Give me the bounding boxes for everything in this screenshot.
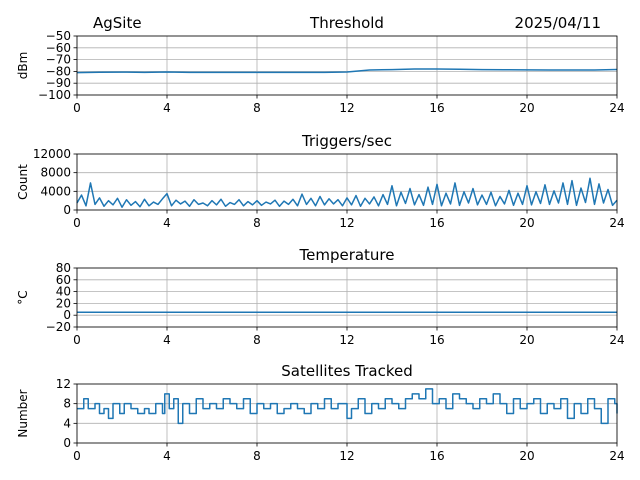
threshold-x-tick-label: 8 [253,101,261,115]
temperature-x-tick-label: 0 [73,333,81,347]
triggers-y-tick-label: 12000 [33,147,71,161]
triggers-x-tick-label: 4 [163,216,171,230]
triggers-title: Triggers/sec [301,132,392,150]
temperature-x-tick-label: 4 [163,333,171,347]
triggers-y-axis-label: Count [16,164,30,200]
threshold-y-tick-label: −100 [38,88,71,102]
triggers-x-tick-label: 0 [73,216,81,230]
triggers-y-tick-label: 0 [63,203,71,217]
satellites-title: Satellites Tracked [281,362,412,380]
triggers-panel: 0 4 8 12 16 20 24 0 4000 8000 12000 Triggers/sec Cou… [16,132,625,230]
threshold-x-tick-label: 16 [429,101,444,115]
satellites-y-tick-label: 12 [56,377,71,391]
temperature-y-tick-label: −20 [46,320,71,334]
satellites-y-tick-label: 0 [63,436,71,450]
threshold-y-tick-label: −70 [46,53,71,67]
temperature-y-tick-label: 80 [56,261,71,275]
threshold-series-line [76,68,618,74]
chart-panels: 0 4 8 12 16 20 24 −100−90−80−70−60−50 Threshold d… [16,14,625,463]
threshold-y-axis-label: dBm [16,52,30,80]
threshold-y-tick-label: −60 [46,41,71,55]
temperature-y-tick-label: 20 [56,296,71,310]
temperature-x-tick-label: 12 [339,333,354,347]
temperature-y-axis-label: °C [16,290,30,304]
satellites-x-tick-label: 16 [429,449,444,463]
threshold-y-tick-label: −50 [46,29,71,43]
temperature-x-tick-label: 8 [253,333,261,347]
satellites-x-tick-label: 20 [519,449,534,463]
threshold-x-tick-label: 24 [609,101,624,115]
satellites-x-tick-label: 12 [339,449,354,463]
temperature-y-tick-label: 40 [56,285,71,299]
temperature-x-tick-label: 16 [429,333,444,347]
temperature-x-tick-label: 24 [609,333,624,347]
threshold-y-tick-label: −90 [46,76,71,90]
threshold-x-tick-label: 20 [519,101,534,115]
temperature-title: Temperature [298,246,394,264]
temperature-y-tick-label: 60 [56,273,71,287]
satellites-y-axis-label: Number [16,389,30,437]
satellites-y-tick-label: 8 [63,397,71,411]
satellites-series-line [77,388,618,425]
triggers-x-tick-label: 16 [429,216,444,230]
temperature-y-tick-label: 0 [63,308,71,322]
threshold-x-tick-label: 4 [163,101,171,115]
satellites-y-tick-label: 4 [63,416,71,430]
satellites-x-tick-label: 8 [253,449,261,463]
satellites-x-tick-label: 24 [609,449,624,463]
site-label: AgSite [93,14,142,32]
threshold-panel: 0 4 8 12 16 20 24 −100−90−80−70−60−50 Threshold d… [16,14,625,115]
triggers-x-tick-label: 20 [519,216,534,230]
triggers-x-tick-label: 8 [253,216,261,230]
temperature-x-tick-label: 20 [519,333,534,347]
triggers-x-tick-label: 12 [339,216,354,230]
triggers-y-tick-label: 8000 [40,166,71,180]
triggers-x-tick-label: 24 [609,216,624,230]
threshold-y-tick-label: −80 [46,64,71,78]
triggers-y-tick-label: 4000 [40,184,71,198]
satellites-panel: 0 4 8 12 16 20 24 0 4 8 12 Satellites Tracked Number [16,362,625,463]
triggers-series-line [76,177,618,208]
threshold-x-tick-label: 0 [73,101,81,115]
satellites-x-tick-label: 4 [163,449,171,463]
threshold-x-tick-label: 12 [339,101,354,115]
satellites-x-tick-label: 0 [73,449,81,463]
threshold-title: Threshold [309,14,384,32]
date-label: 2025/04/11 [515,14,601,32]
